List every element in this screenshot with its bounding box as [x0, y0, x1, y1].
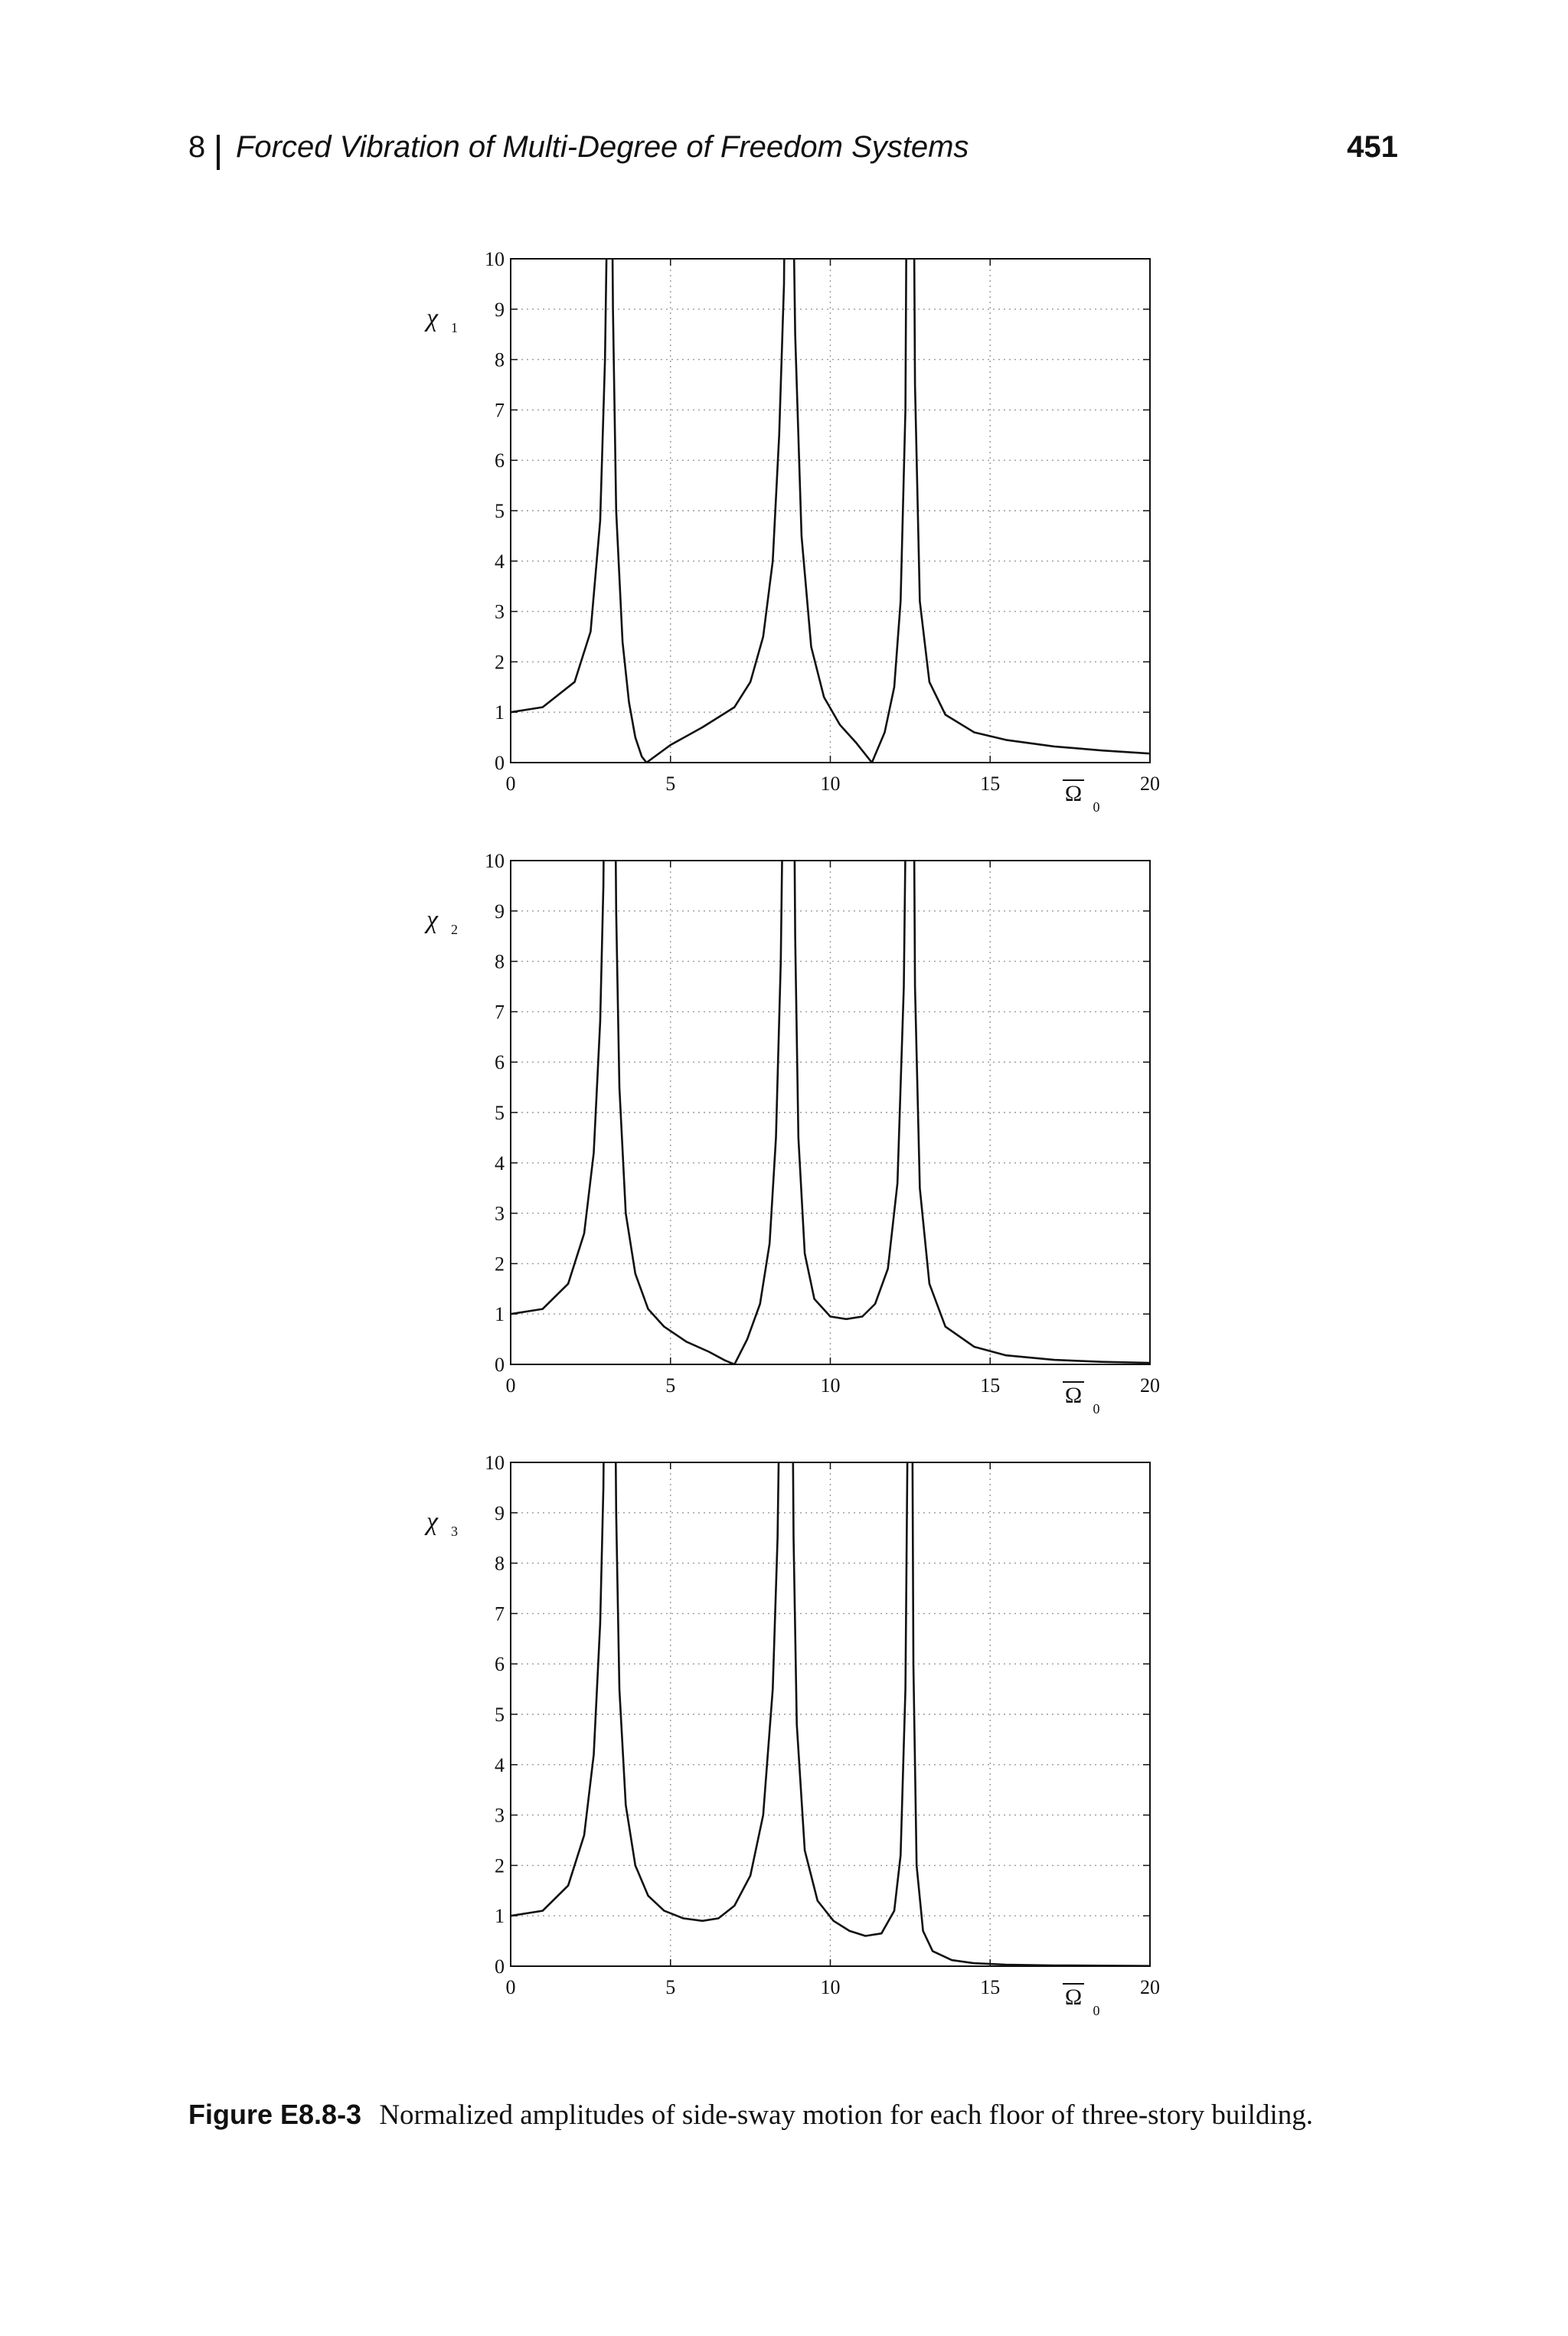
x-axis-label-subscript: 0 [1093, 799, 1100, 815]
response-curve [511, 259, 608, 714]
x-tick-label: 15 [980, 1976, 1000, 1998]
x-tick-label: 5 [665, 773, 675, 795]
x-axis-label: Ω [1065, 781, 1082, 806]
y-tick-label: 4 [495, 1754, 505, 1776]
y-tick-label: 9 [495, 900, 505, 923]
plot-frame [510, 258, 1151, 763]
chapter-number: 8 [188, 130, 206, 164]
x-tick-label: 10 [821, 773, 841, 795]
y-tick-label: 0 [495, 1354, 505, 1376]
response-curve [792, 1462, 909, 1937]
y-tick-label: 4 [495, 1152, 505, 1175]
y-tick-label: 9 [495, 299, 505, 321]
caption-label: Figure E8.8-3 [188, 2099, 362, 2130]
x-tick-label: 0 [506, 773, 516, 795]
y-axis-label: χ [424, 906, 439, 934]
chapter-title: Forced Vibration of Multi-Degree of Free… [236, 130, 969, 164]
y-tick-label: 10 [485, 248, 505, 270]
y-tick-label: 1 [495, 701, 505, 724]
y-tick-label: 1 [495, 1303, 505, 1325]
x-tick-label: 15 [980, 773, 1000, 795]
curve-group [511, 861, 1150, 1364]
response-curve [913, 861, 1150, 1364]
y-tick-label: 7 [495, 1001, 505, 1023]
curve-group [511, 259, 1150, 763]
curve-group [511, 1462, 1150, 1966]
plot-frame [510, 860, 1151, 1365]
y-tick-label: 3 [495, 1805, 505, 1827]
x-tick-label: 10 [821, 1374, 841, 1397]
y-tick-label: 6 [495, 449, 505, 472]
x-axis-label: Ω [1065, 1383, 1082, 1408]
page-header: 8 Forced Vibration of Multi-Degree of Fr… [188, 130, 1398, 176]
x-tick-label: 10 [821, 1976, 841, 1998]
y-tick-label: 2 [495, 1854, 505, 1877]
y-tick-label: 7 [495, 1603, 505, 1625]
x-tick-label: 20 [1140, 773, 1160, 795]
response-curve [793, 861, 906, 1321]
y-tick-label: 2 [495, 651, 505, 673]
plot-frame [510, 1462, 1151, 1967]
y-axis-label: χ [424, 1508, 439, 1536]
x-tick-label: 5 [665, 1374, 675, 1397]
response-curve [792, 259, 873, 763]
response-curve [913, 259, 1150, 755]
response-curve [611, 259, 648, 763]
figure-caption: Figure E8.8-3 Normalized amplitudes of s… [188, 2096, 1398, 2135]
x-tick-label: 20 [1140, 1976, 1160, 1998]
response-curve [511, 1462, 605, 1917]
response-curve [614, 1462, 780, 1923]
page-number: 451 [1347, 130, 1398, 164]
response-curve [614, 861, 735, 1364]
y-tick-label: 6 [495, 1653, 505, 1675]
y-tick-label: 10 [485, 1452, 505, 1474]
y-tick-label: 6 [495, 1051, 505, 1073]
x-tick-label: 20 [1140, 1374, 1160, 1397]
y-tick-label: 9 [495, 1502, 505, 1524]
y-tick-label: 8 [495, 951, 505, 973]
response-curve [645, 259, 786, 763]
y-tick-label: 5 [495, 500, 505, 522]
y-tick-label: 4 [495, 551, 505, 573]
y-tick-label: 3 [495, 1203, 505, 1225]
caption-text: Normalized amplitudes of side-sway motio… [379, 2099, 1313, 2131]
x-tick-label: 15 [980, 1374, 1000, 1397]
y-axis-label-subscript: 2 [451, 922, 458, 937]
y-tick-label: 1 [495, 1905, 505, 1927]
y-tick-label: 0 [495, 1955, 505, 1978]
header-divider [217, 135, 220, 170]
x-tick-label: 0 [506, 1976, 516, 1998]
y-tick-label: 5 [495, 1102, 505, 1124]
y-tick-label: 0 [495, 752, 505, 774]
y-axis-label-subscript: 3 [451, 1524, 458, 1539]
x-axis-label: Ω [1065, 1985, 1082, 2010]
y-tick-label: 3 [495, 601, 505, 623]
y-tick-label: 8 [495, 349, 505, 371]
x-tick-label: 0 [506, 1374, 516, 1397]
x-axis-label-subscript: 0 [1093, 2003, 1100, 2018]
y-tick-label: 2 [495, 1253, 505, 1275]
response-curve [911, 1462, 1150, 1966]
y-tick-label: 10 [485, 850, 505, 872]
y-axis-label-subscript: 1 [451, 320, 458, 335]
y-tick-label: 5 [495, 1704, 505, 1726]
x-tick-label: 5 [665, 1976, 675, 1998]
y-axis-label: χ [424, 304, 439, 332]
y-tick-label: 8 [495, 1553, 505, 1575]
response-curve [511, 861, 605, 1315]
x-axis-label-subscript: 0 [1093, 1401, 1100, 1416]
y-tick-label: 7 [495, 399, 505, 421]
response-curve [871, 259, 907, 763]
response-curve [733, 861, 783, 1364]
